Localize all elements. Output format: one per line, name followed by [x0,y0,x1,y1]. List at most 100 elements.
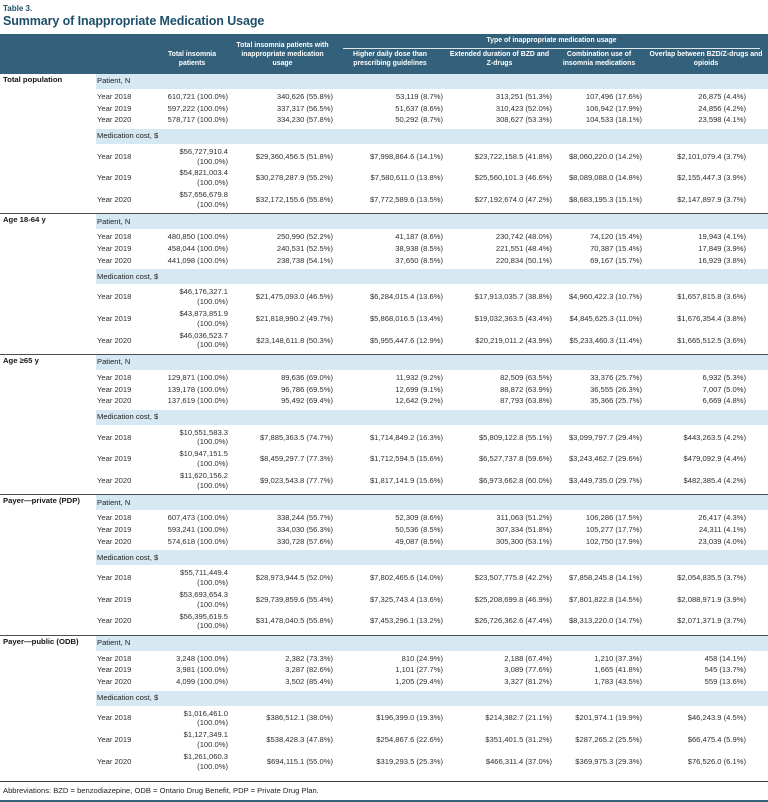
cell-value: 7,007 (5.0%) [702,384,746,394]
subheader-row: Total population Patient, N [0,73,768,89]
cell-value: 221,551 (48.4%) [495,244,552,254]
table-row: Year 2019 $54,821,003.4 (100.0%) $30,278,2… [0,167,768,189]
cell-value: $7,453,296.1 (13.2%) [369,616,443,626]
cell-value: 3,287 (82.6%) [285,665,333,675]
cell-value: 545 (13.7%) [704,665,746,675]
cell-value: $43,873,851.9 (100.0%) [179,308,228,328]
subheader-row: Medication cost, $ [0,409,768,425]
cell-value: $11,620,156.2 (100.0%) [180,471,228,490]
cell-value: $8,060,220.0 (14.2%) [568,151,642,161]
cell-value: $56,395,619.5 (100.0%) [179,611,228,631]
cell-value: $6,973,662.8 (60.0%) [478,475,552,485]
cell-value: 308,627 (53.3%) [495,115,552,125]
cell-value: $1,016,461.0 (100.0%) [183,708,228,728]
cell-value: 129,871 (100.0%) [167,372,228,382]
cell-value: 334,030 (56.3%) [276,524,333,534]
cell-value: $351,401.5 (31.2%) [485,735,552,745]
section-label: Payer—private (PDP) [0,494,96,511]
cell-value: $5,955,447.6 (12.9%) [369,335,443,345]
cell-value: 38,938 (8.5%) [395,244,443,254]
section-label: Payer—public (ODB) [0,634,96,651]
cell-value: $3,449,735.0 (29.7%) [568,475,642,485]
cell-value: 441,098 (100.0%) [167,255,228,265]
cell-value: 41,187 (8.6%) [395,232,443,242]
year-label: Year 2018 [97,372,132,382]
subheader-row: Payer—private (PDP) Patient, N [0,494,768,511]
cell-value: 52,309 (8.6%) [395,513,443,523]
cell-value: 24,311 (4.1%) [698,524,746,534]
cell-value: $254,867.6 (22.6%) [376,735,443,745]
cell-value: 610,721 (100.0%) [167,91,228,101]
row-label-spacer [0,751,96,775]
year-label: Year 2018 [97,432,132,442]
row-group-subheader: Medication cost, $ [96,690,768,706]
cell-value: 311,063 (51.2%) [496,513,552,523]
table-row: Year 2018 610,721 (100.0%) 340,626 (55.8%)… [0,89,768,103]
header-spacer-cell [0,34,154,74]
cell-value: 340,626 (55.8%) [276,91,333,101]
subheader-row: Medication cost, $ [0,128,768,144]
cell-value: $8,313,220.0 (14.7%) [568,616,642,626]
cell-value: 87,793 (63.8%) [500,396,552,406]
cell-value: $1,817,141.9 (15.6%) [369,475,443,485]
row-group-subheader: Medication cost, $ [96,550,768,566]
cell-value: $27,192,674.0 (47.2%) [474,195,552,205]
cell-value: $29,360,456.5 (51.8%) [255,151,333,161]
year-label: Year 2018 [97,232,132,242]
table-row: Year 2019 593,241 (100.0%) 334,030 (56.3%)… [0,524,768,536]
section-label-spacer [0,129,96,144]
cell-value: $1,127,349.1 (100.0%) [183,730,228,750]
cell-value: 458,044 (100.0%) [167,244,228,254]
cell-value: 574,618 (100.0%) [167,536,228,546]
cell-value: 607,473 (100.0%) [167,513,228,523]
cell-value: 480,850 (100.0%) [167,232,228,242]
cell-value: $29,739,859.6 (55.4%) [255,594,333,604]
cell-value: $7,325,743.4 (13.6%) [369,594,443,604]
year-label: Year 2019 [97,665,132,675]
cell-value: 50,536 (8.5%) [395,524,443,534]
year-label: Year 2018 [97,91,132,101]
cell-value: $46,176,327.1 (100.0%) [179,287,228,307]
row-label-spacer [0,448,96,470]
subheader-row: Medication cost, $ [0,690,768,706]
cell-value: $66,475.4 (5.9%) [687,735,746,745]
row-label-spacer [0,395,96,409]
cell-value: $32,172,155.6 (55.8%) [255,195,333,205]
year-label: Year 2019 [97,244,132,254]
cell-value: 69,167 (15.7%) [590,255,642,265]
cell-value: 24,856 (4.2%) [698,103,746,113]
cell-value: $5,233,460.3 (11.4%) [569,335,642,345]
cell-value: 139,178 (100.0%) [167,384,228,394]
cell-value: $8,089,088.0 (14.8%) [568,173,642,183]
row-label-spacer [0,676,96,690]
cell-value: 238,738 (54.1%) [276,255,333,265]
col-header-total-insomnia-patients: Total insomnia patients [154,34,230,74]
cell-value: $466,311.4 (37.0%) [485,756,552,766]
cell-value: $19,032,363.5 (43.4%) [474,313,552,323]
cell-value: 36,555 (26.3%) [590,384,642,394]
cell-value: 240,531 (52.5%) [276,244,333,254]
cell-value: 250,990 (52.2%) [276,232,333,242]
cell-value: $1,676,354.4 (3.8%) [677,313,746,323]
row-label-spacer [0,144,96,168]
cell-value: 305,300 (53.1%) [495,536,552,546]
year-label: Year 2019 [97,313,132,323]
cell-value: $10,551,583.3 (100.0%) [179,427,228,447]
cell-value: $196,399.0 (19.3%) [376,713,443,723]
cell-value: $9,023,543.8 (77.7%) [259,475,333,485]
year-label: Year 2019 [97,524,132,534]
cell-value: 70,387 (15.4%) [590,244,642,254]
table-row: Year 2018 $56,727,910.4 (100.0%) $29,360,4… [0,144,768,168]
cell-value: 82,509 (63.5%) [500,372,552,382]
cell-value: 33,376 (25.7%) [590,372,642,382]
cell-value: 307,334 (51.8%) [495,524,552,534]
year-label: Year 2019 [97,594,132,604]
cell-value: $31,478,040.5 (55.8%) [255,616,333,626]
cell-value: 26,875 (4.4%) [698,91,746,101]
cell-value: 330,728 (57.6%) [276,536,333,546]
row-group-subheader: Medication cost, $ [96,128,768,144]
table-row: Year 2020 $46,036,523.7 (100.0%) $23,148,6… [0,330,768,355]
cell-value: 35,366 (25.7%) [590,396,642,406]
row-label-spacer [0,308,96,330]
section-label-spacer [0,410,96,425]
